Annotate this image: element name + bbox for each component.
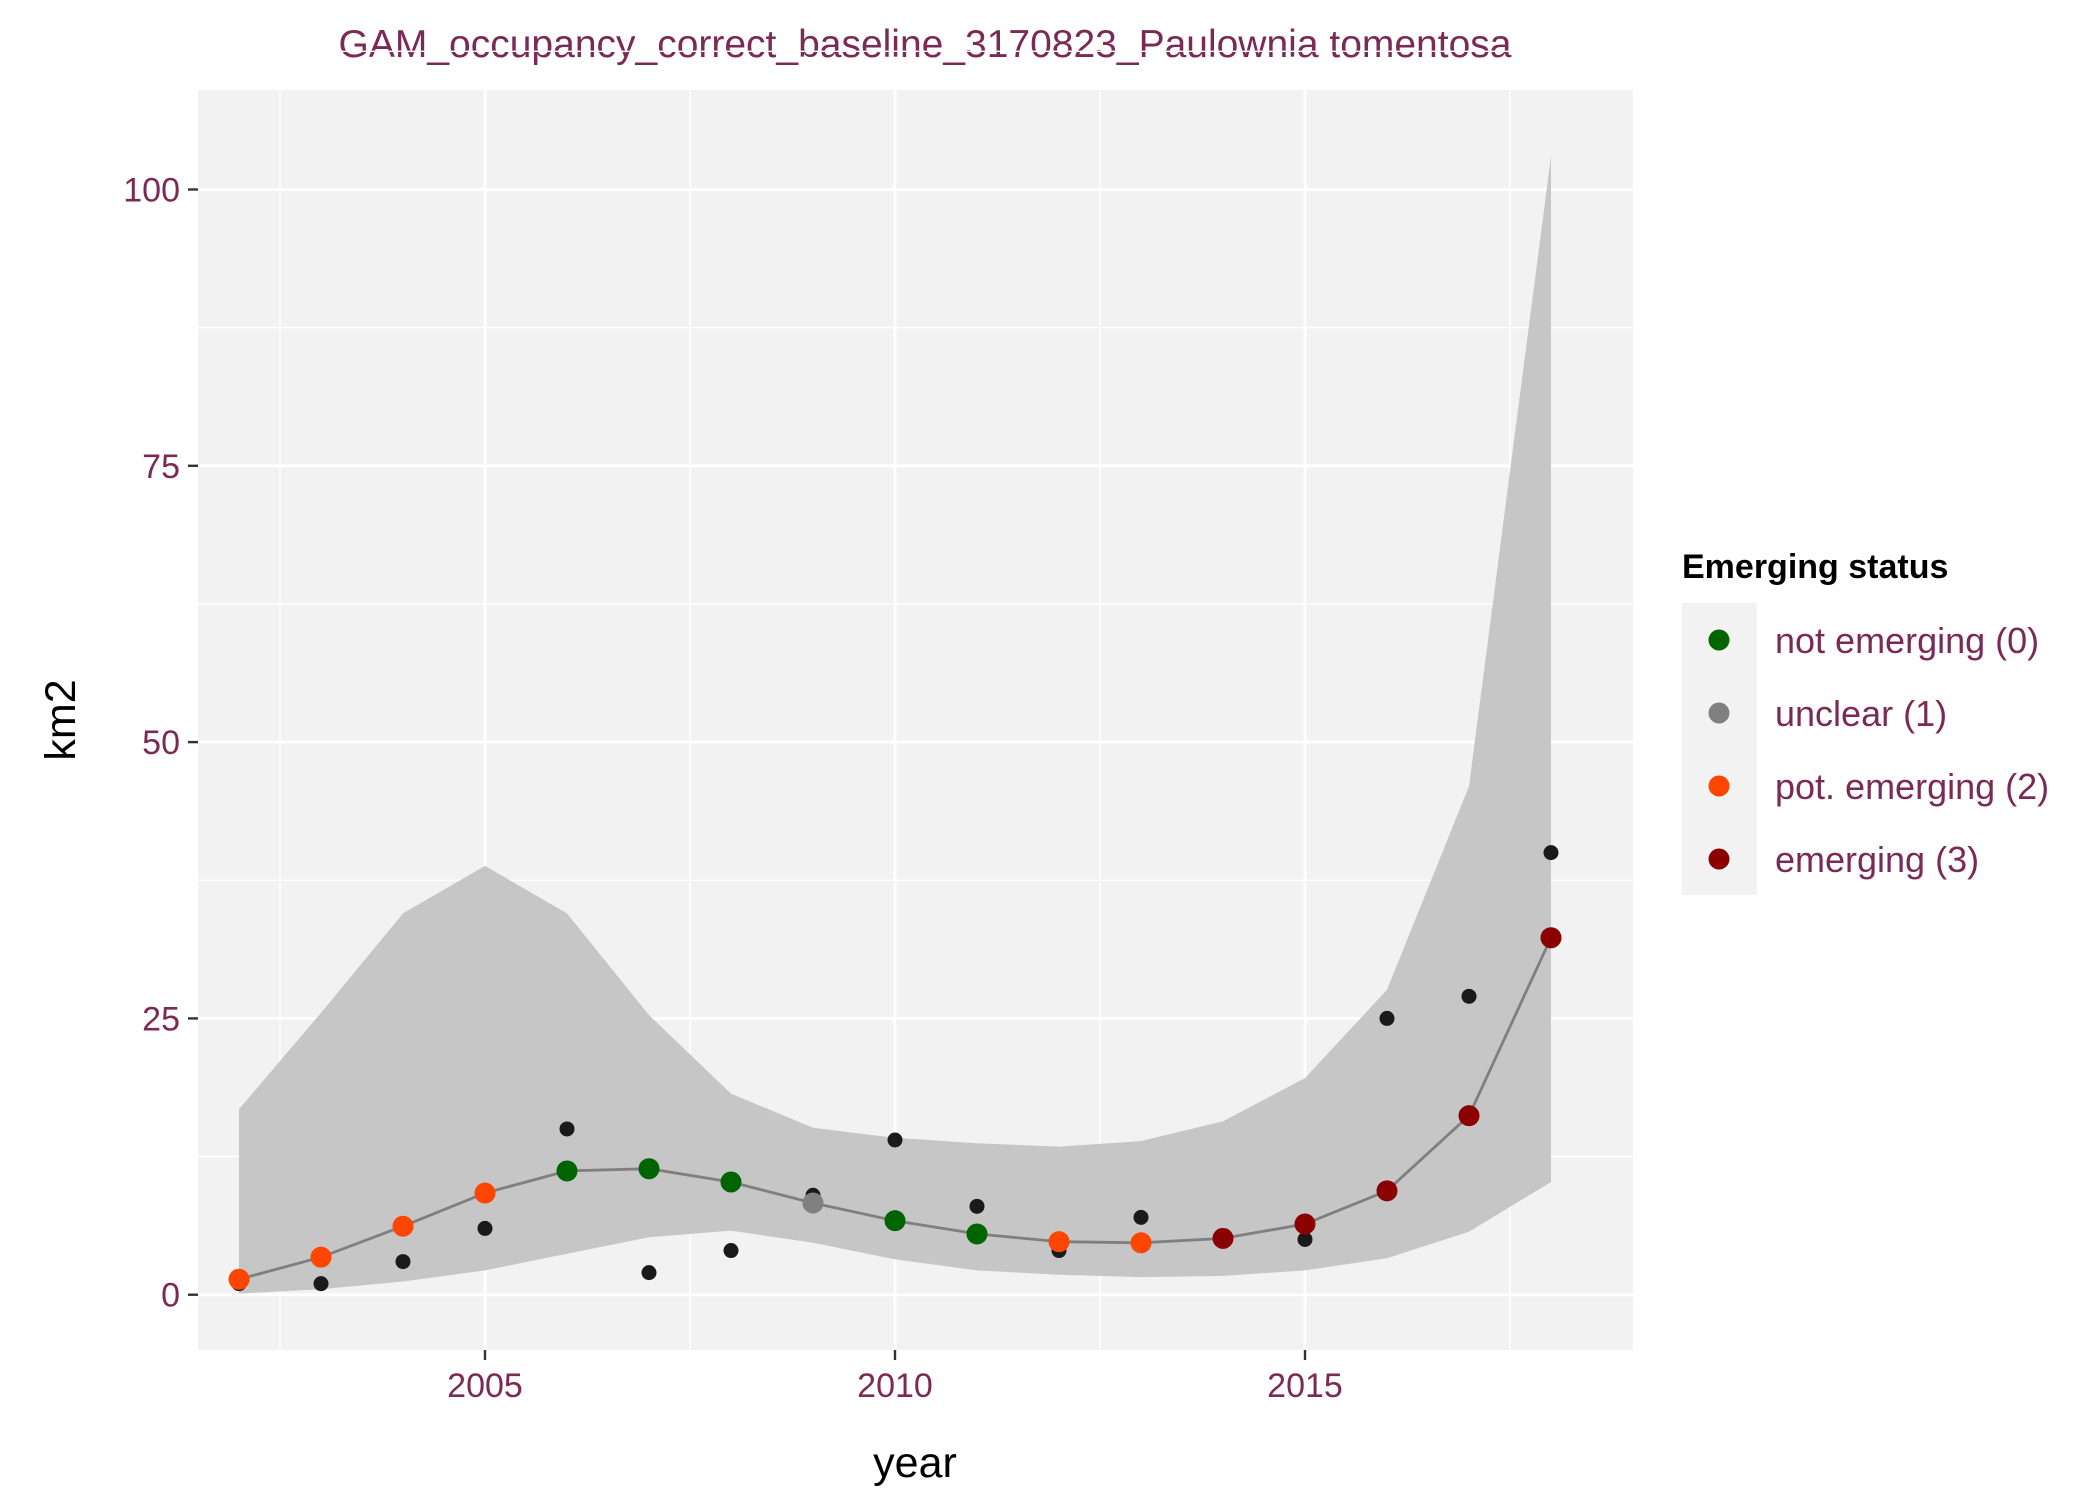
- fitted-point: [228, 1268, 250, 1290]
- fitted-point: [1458, 1105, 1480, 1127]
- fitted-point: [638, 1158, 660, 1180]
- legend-key: [1708, 848, 1730, 870]
- legend-label: not emerging (0): [1775, 620, 2039, 661]
- x-tick-label: 2010: [857, 1367, 933, 1405]
- fitted-point: [802, 1192, 824, 1214]
- observed-point: [1461, 988, 1477, 1004]
- y-tick-label: 100: [123, 171, 180, 209]
- legend-label: pot. emerging (2): [1775, 766, 2049, 807]
- fitted-point: [884, 1210, 906, 1232]
- observed-point: [395, 1254, 411, 1270]
- fitted-point: [474, 1182, 496, 1204]
- fitted-point: [966, 1223, 988, 1245]
- x-axis-title: year: [873, 1439, 957, 1487]
- x-tick-label: 2005: [447, 1367, 523, 1405]
- observed-point: [313, 1276, 329, 1292]
- x-axis: 2005 2010 2015: [447, 1350, 1343, 1405]
- observed-point: [969, 1198, 985, 1214]
- fitted-point: [556, 1160, 578, 1182]
- legend-label: unclear (1): [1775, 693, 1947, 734]
- y-tick-label: 0: [161, 1277, 180, 1315]
- fitted-point: [1048, 1231, 1070, 1253]
- fitted-point: [1212, 1227, 1234, 1249]
- observed-point: [641, 1265, 657, 1281]
- y-axis-title: km2: [37, 679, 85, 760]
- observed-point: [1133, 1209, 1149, 1225]
- fitted-point: [1130, 1232, 1152, 1254]
- fitted-point: [1540, 927, 1562, 949]
- fitted-point: [1376, 1180, 1398, 1202]
- legend: Emerging status not emerging (0) unclear …: [1682, 548, 2049, 895]
- observed-point: [477, 1220, 493, 1236]
- fitted-point: [720, 1171, 742, 1193]
- fitted-point: [310, 1246, 332, 1268]
- legend-key: [1708, 702, 1730, 724]
- legend-items: not emerging (0) unclear (1) pot. emerging…: [1708, 620, 2049, 880]
- legend-key-background: [1682, 603, 1757, 895]
- chart-title: GAM_occupancy_correct_baseline_3170823_P…: [339, 23, 1512, 66]
- legend-title: Emerging status: [1682, 548, 1948, 586]
- grid-minor: [198, 50, 1633, 1350]
- x-tick-label: 2015: [1267, 1367, 1343, 1405]
- y-tick-label: 50: [142, 724, 180, 762]
- y-axis: 0 25 50 75 100: [123, 171, 198, 1315]
- observed-point: [1379, 1010, 1395, 1026]
- confidence-ribbon: [239, 156, 1551, 1294]
- y-tick-label: 25: [142, 1000, 180, 1038]
- legend-key: [1708, 629, 1730, 651]
- observed-point: [887, 1132, 903, 1148]
- fitted-point: [1294, 1213, 1316, 1235]
- observed-point: [559, 1121, 575, 1137]
- legend-label: emerging (3): [1775, 839, 1979, 880]
- fitted-points: [228, 927, 1562, 1290]
- y-tick-label: 75: [142, 448, 180, 486]
- observed-point: [1297, 1231, 1313, 1247]
- observed-point: [723, 1243, 739, 1259]
- fitted-point: [392, 1215, 414, 1237]
- observed-point: [1543, 845, 1559, 861]
- legend-key: [1708, 775, 1730, 797]
